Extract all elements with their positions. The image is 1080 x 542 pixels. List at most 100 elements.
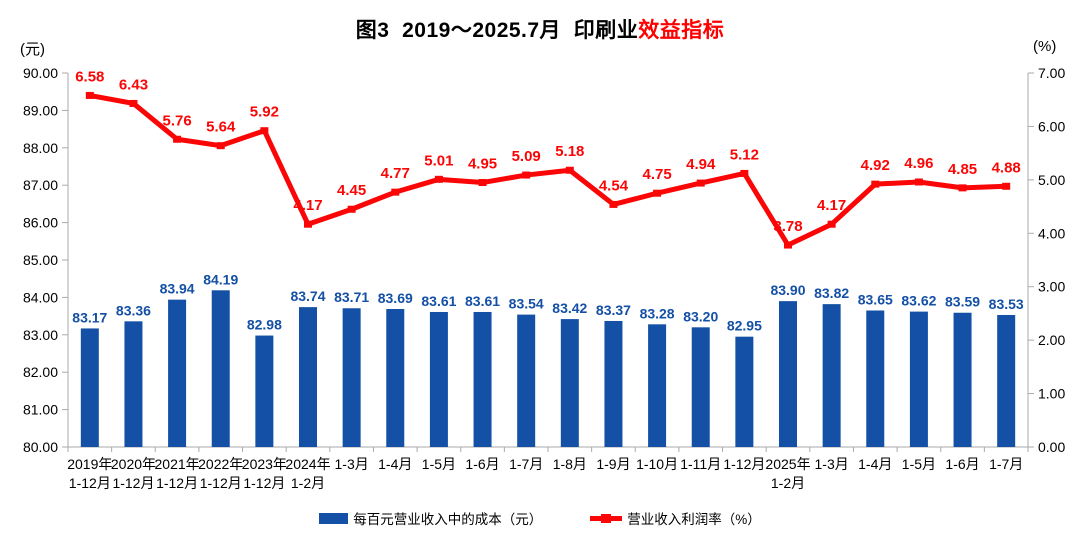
profit-rate-marker	[173, 135, 182, 143]
y-axis-right-tick-label: 4.00	[1038, 225, 1065, 241]
cost-bar	[648, 324, 667, 447]
profit-rate-value-label: 6.58	[75, 68, 104, 85]
chart-legend: 每百元营业收入中的成本（元） 营业收入利润率（%）	[0, 508, 1080, 528]
profit-rate-value-label: 4.85	[948, 161, 977, 178]
profit-rate-value-label: 6.43	[119, 76, 148, 93]
left-axis-unit-label: (元)	[20, 41, 45, 58]
legend-item-profit-rate: 营业收入利润率（%）	[590, 508, 761, 528]
x-axis-category-sublabel: 1-2月	[771, 475, 805, 491]
profit-rate-value-label: 4.92	[861, 157, 890, 174]
profit-rate-marker	[129, 99, 138, 107]
cost-bar	[255, 335, 274, 447]
cost-bar-value-label: 83.69	[378, 290, 413, 306]
y-axis-left-tick-label: 85.00	[23, 252, 58, 268]
cost-bar	[211, 290, 230, 447]
cost-bar-value-label: 83.61	[465, 293, 500, 309]
y-axis-left-tick-label: 90.00	[23, 65, 58, 81]
cost-bar	[691, 327, 710, 447]
x-axis-category-label: 1-9月	[596, 456, 630, 472]
profit-rate-marker	[522, 171, 531, 179]
profit-rate-value-label: 4.96	[904, 155, 933, 172]
cost-bar	[735, 336, 754, 447]
profit-rate-value-label: 5.92	[250, 104, 279, 121]
y-axis-right-tick-label: 0.00	[1038, 439, 1065, 455]
x-axis-category-label: 1-3月	[335, 456, 369, 472]
cost-bar-value-label: 83.53	[989, 296, 1024, 312]
y-axis-left-tick-label: 87.00	[23, 177, 58, 193]
profit-rate-value-label: 4.77	[381, 165, 410, 182]
chart-svg: 80.00 81.00 82.00 83.00 84.00 85.00 86.00 87.00…	[23, 65, 1066, 491]
x-axis-category-label: 1-5月	[902, 456, 936, 472]
x-axis-category-sublabel: 1-2月	[291, 475, 325, 491]
x-axis-category-label: 2024年	[285, 456, 330, 472]
profit-rate-value-label: 5.64	[206, 119, 236, 136]
cost-bar	[342, 308, 361, 447]
profit-rate-marker	[740, 169, 749, 177]
cost-bar	[386, 308, 405, 447]
x-axis-category-label: 2021年	[155, 456, 200, 472]
x-axis-category-sublabel: 1-12月	[243, 475, 285, 491]
cost-bar-value-label: 83.61	[421, 293, 456, 309]
profit-rate-marker	[304, 220, 312, 228]
cost-bar-value-label: 83.20	[683, 308, 718, 324]
profit-rate-marker	[653, 189, 662, 197]
profit-rate-marker	[85, 91, 94, 99]
cost-bar	[517, 314, 536, 447]
cost-bar-value-label: 83.42	[552, 300, 587, 316]
y-axis-right-tick-label: 7.00	[1038, 65, 1065, 81]
legend-line-swatch-icon	[590, 513, 623, 523]
cost-bar	[604, 320, 623, 447]
y-axis-right-tick-label: 3.00	[1038, 279, 1065, 295]
y-axis-right-tick-label: 6.00	[1038, 118, 1065, 134]
x-axis-category-label: 2019年	[67, 456, 112, 472]
profit-rate-value-label: 3.78	[773, 218, 802, 235]
cost-bar-value-label: 83.59	[945, 294, 980, 310]
cost-bar-value-label: 83.94	[160, 281, 195, 297]
legend-cost-label: 每百元营业收入中的成本（元）	[353, 512, 543, 527]
x-axis-category-label: 2025年	[765, 456, 810, 472]
legend-bar-swatch-icon	[319, 512, 349, 524]
cost-bar-value-label: 83.71	[334, 289, 369, 305]
x-axis-category-label: 1-8月	[553, 456, 587, 472]
profit-rate-value-label: 5.01	[424, 152, 453, 169]
x-axis-category-sublabel: 1-12月	[200, 475, 242, 491]
profit-rate-value-label: 4.95	[468, 156, 497, 173]
profit-rate-value-label: 4.45	[337, 182, 366, 199]
cost-bar	[473, 311, 492, 447]
y-axis-left-tick-label: 86.00	[23, 215, 58, 231]
cost-bar-value-label: 83.28	[640, 305, 675, 321]
profit-rate-value-label: 5.18	[555, 143, 584, 160]
cost-bar	[299, 307, 317, 447]
x-axis-category-label: 1-7月	[509, 456, 543, 472]
cost-bar	[909, 311, 928, 447]
cost-bar-value-label: 83.17	[72, 309, 107, 325]
y-axis-right-tick-label: 1.00	[1038, 386, 1065, 402]
profit-rate-marker	[347, 205, 356, 213]
cost-bar	[866, 310, 885, 447]
profit-rate-marker	[696, 179, 705, 187]
cost-bar-value-label: 84.19	[203, 271, 238, 287]
y-axis-left-tick-label: 84.00	[23, 289, 58, 305]
profit-rate-value-label: 4.54	[599, 177, 629, 194]
profit-rate-marker	[871, 180, 880, 188]
profit-rate-value-label: 4.88	[992, 159, 1021, 176]
x-axis-category-label: 1-7月	[989, 456, 1023, 472]
legend-profit-rate-label: 营业收入利润率（%）	[627, 512, 761, 527]
x-axis-category-label: 1-6月	[945, 456, 979, 472]
cost-bar	[560, 319, 579, 447]
profit-rate-marker	[914, 178, 923, 186]
cost-bar-value-label: 82.98	[247, 317, 282, 333]
y-axis-left-tick-label: 89.00	[23, 102, 58, 118]
y-axis-left-tick-label: 83.00	[23, 327, 58, 343]
cost-bar-value-label: 83.74	[290, 288, 325, 304]
x-axis-category-label: 2020年	[111, 456, 156, 472]
profit-rate-value-label: 5.09	[512, 148, 541, 165]
cost-bar	[822, 304, 841, 447]
profit-rate-marker	[565, 166, 574, 174]
profit-rate-value-label: 5.12	[730, 146, 759, 163]
y-axis-right-tick-label: 5.00	[1038, 172, 1065, 188]
chart-title-main: 图3 2019～2025.7月 印刷业	[355, 19, 639, 42]
profit-rate-marker	[958, 184, 967, 192]
cost-bar	[80, 328, 99, 447]
